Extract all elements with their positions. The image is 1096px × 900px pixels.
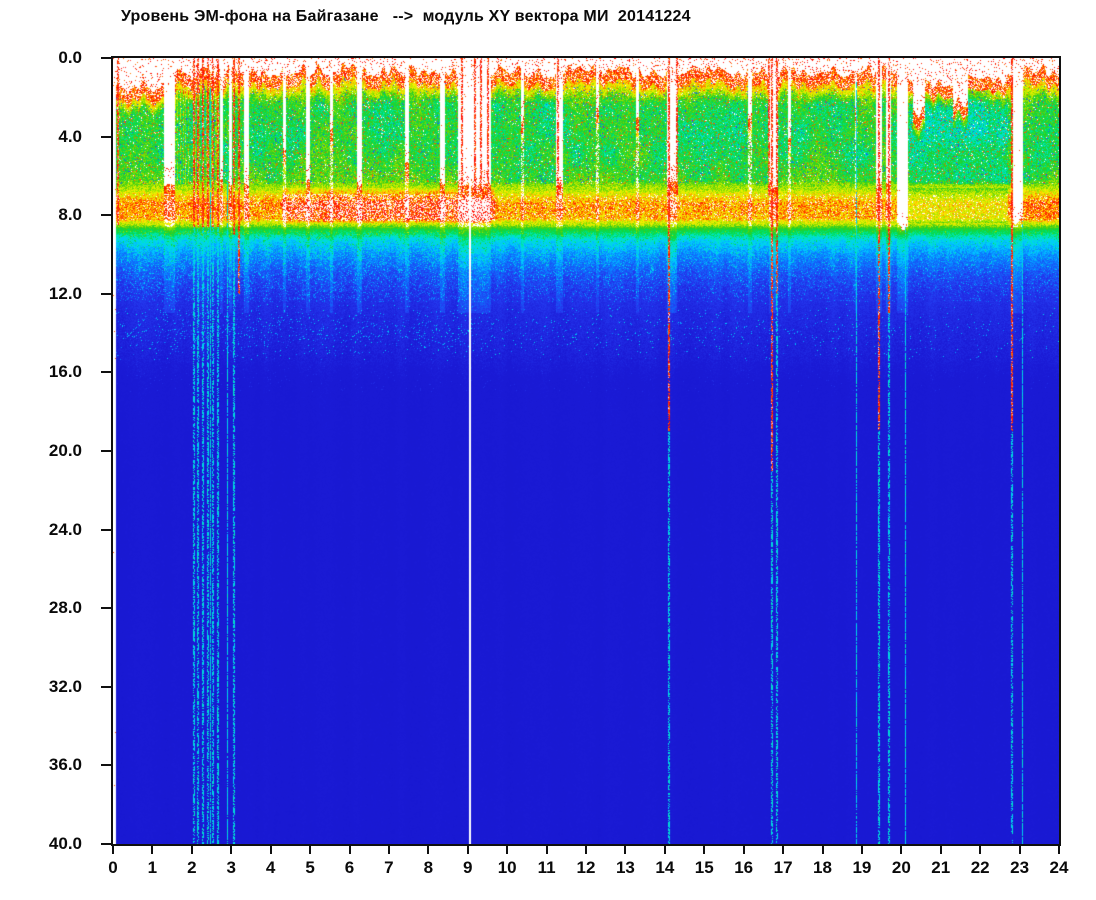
y-axis-tick-label: 8.0 (58, 205, 82, 225)
y-axis-tick (101, 57, 111, 59)
x-axis-tick-label: 13 (615, 858, 635, 877)
x-axis-tick-label: 10 (497, 858, 517, 877)
x-axis-tick-label: 9 (463, 858, 473, 877)
x-axis-tick (545, 844, 548, 854)
y-axis-tick (101, 607, 111, 610)
x-axis-tick (939, 844, 942, 854)
x-axis-tick-label: 6 (344, 858, 355, 877)
y-axis-tick-label: 32.0 (48, 676, 82, 696)
y-axis-tick-label: 40.0 (48, 834, 82, 853)
x-axis-tick-label: 1 (147, 858, 158, 877)
x-axis-tick (821, 844, 824, 854)
y-axis-tick-label: 12.0 (48, 283, 82, 303)
x-axis-tick-label: 17 (773, 858, 793, 877)
page-title: Уровень ЭМ-фона на Байгазане --> модуль … (121, 8, 691, 25)
x-axis-tick-label: 18 (813, 858, 832, 877)
x-axis-tick-label: 24 (1049, 858, 1069, 877)
y-axis-tick (101, 214, 111, 217)
x-axis-tick (900, 844, 903, 854)
x-axis-tick (427, 844, 430, 854)
y-axis-tick-label: 20.0 (48, 441, 82, 460)
x-axis-tick (151, 844, 154, 854)
y-axis-tick-label: 24.0 (48, 519, 82, 539)
x-axis-tick-label: 0 (108, 858, 118, 877)
y-axis-tick (101, 450, 111, 452)
x-axis-tick (1058, 844, 1060, 854)
y-axis-tick (101, 764, 111, 767)
y-axis-tick-label: 4.0 (58, 126, 82, 146)
x-axis-tick (742, 844, 745, 854)
y-axis-tick-label: 0.0 (58, 48, 82, 67)
x-axis-tick (466, 844, 469, 854)
x-axis-tick-label: 16 (734, 858, 754, 877)
y-axis-tick (101, 292, 111, 295)
x-axis-tick-label: 14 (655, 858, 675, 877)
x-axis-tick (112, 844, 114, 854)
plot-frame (111, 56, 1061, 846)
y-axis-tick-label: 16.0 (48, 362, 82, 382)
x-axis-tick (703, 844, 706, 854)
x-axis-tick-label: 23 (1010, 858, 1030, 877)
x-axis-tick-label: 2 (187, 858, 197, 877)
y-axis-tick (101, 371, 111, 374)
x-axis-tick-label: 4 (265, 858, 276, 877)
x-axis-tick (387, 844, 390, 854)
x-axis-tick (979, 844, 982, 854)
x-axis-tick-label: 22 (970, 858, 990, 877)
x-axis-tick (309, 844, 312, 854)
y-axis-tick (101, 135, 111, 138)
x-axis-tick (663, 844, 666, 854)
x-axis-tick-label: 20 (891, 858, 911, 877)
y-axis-tick-label: 28.0 (48, 598, 82, 618)
x-axis-tick (624, 844, 627, 854)
x-axis-tick (190, 844, 193, 854)
x-axis-tick-label: 15 (694, 858, 714, 877)
x-axis-tick-label: 5 (305, 858, 315, 877)
x-axis-tick (269, 844, 272, 854)
x-axis-tick (1018, 844, 1021, 854)
x-axis-tick-label: 7 (384, 858, 394, 877)
x-axis-tick-label: 12 (576, 858, 596, 877)
x-axis-tick-label: 11 (537, 858, 556, 877)
x-axis-tick-label: 3 (226, 858, 236, 877)
x-axis-tick (860, 844, 863, 854)
y-axis-tick (101, 528, 111, 531)
y-axis-tick-label: 36.0 (48, 755, 82, 775)
x-axis-tick-label: 21 (931, 858, 951, 877)
x-axis-tick-label: 8 (423, 858, 434, 877)
y-axis-tick (101, 843, 111, 845)
x-axis-tick (782, 844, 785, 854)
spectrogram-canvas (113, 58, 1059, 844)
x-axis-tick (230, 844, 233, 854)
x-axis-tick-label: 19 (852, 858, 872, 877)
x-axis-tick (348, 844, 351, 854)
y-axis-tick (101, 685, 111, 688)
x-axis-tick (506, 844, 509, 854)
x-axis-tick (585, 844, 587, 854)
